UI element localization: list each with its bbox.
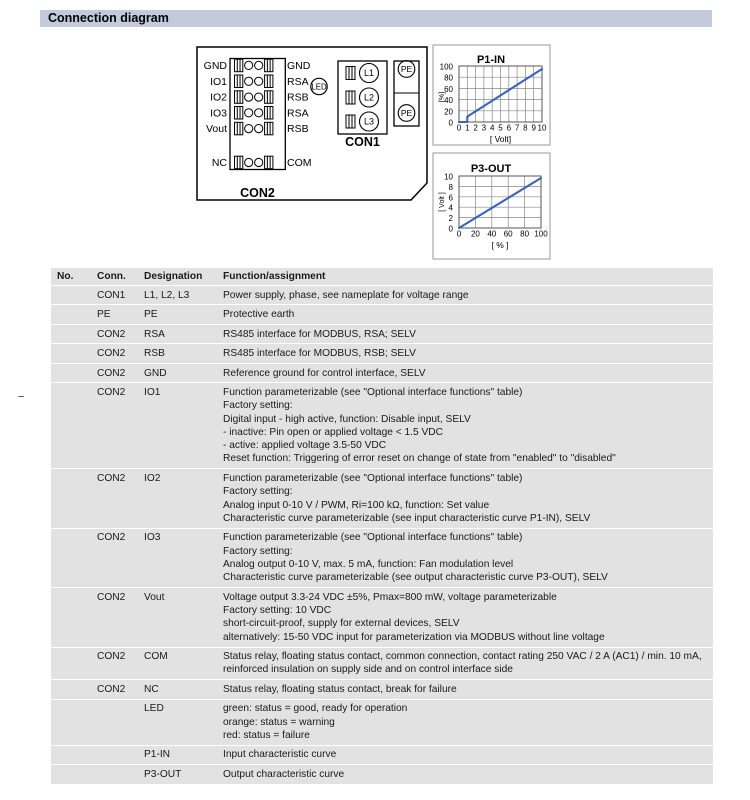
svg-text:10: 10 bbox=[538, 124, 547, 133]
svg-text:9: 9 bbox=[531, 124, 536, 133]
svg-text:RSB: RSB bbox=[287, 92, 309, 104]
svg-text:NC: NC bbox=[212, 157, 228, 169]
svg-text:[ Volt]: [ Volt] bbox=[490, 134, 511, 144]
svg-text:[%]: [%] bbox=[439, 92, 446, 102]
svg-text:RSB: RSB bbox=[287, 123, 309, 135]
svg-text:Vout: Vout bbox=[206, 123, 227, 135]
svg-text:8: 8 bbox=[523, 124, 528, 133]
svg-text:10: 10 bbox=[444, 173, 453, 182]
svg-text:8: 8 bbox=[449, 183, 454, 192]
svg-text:40: 40 bbox=[487, 230, 496, 239]
svg-text:IO2: IO2 bbox=[210, 92, 227, 104]
svg-text:6: 6 bbox=[507, 124, 512, 133]
svg-text:LED: LED bbox=[311, 82, 327, 91]
svg-text:CON1: CON1 bbox=[345, 135, 380, 149]
svg-text:7: 7 bbox=[515, 124, 520, 133]
svg-text:PE: PE bbox=[401, 64, 413, 74]
svg-text:2: 2 bbox=[473, 124, 478, 133]
svg-text:[ Volt ]: [ Volt ] bbox=[439, 192, 446, 212]
svg-text:P1-IN: P1-IN bbox=[477, 54, 505, 66]
svg-text:[ % ]: [ % ] bbox=[491, 240, 508, 250]
svg-text:L3: L3 bbox=[364, 117, 374, 127]
svg-text:1: 1 bbox=[465, 124, 470, 133]
svg-text:IO1: IO1 bbox=[210, 76, 227, 88]
svg-text:2: 2 bbox=[449, 214, 454, 223]
svg-text:100: 100 bbox=[534, 230, 548, 239]
svg-text:4: 4 bbox=[490, 124, 495, 133]
svg-text:3: 3 bbox=[482, 124, 487, 133]
svg-text:6: 6 bbox=[449, 193, 454, 202]
svg-text:L1: L1 bbox=[364, 68, 374, 78]
svg-text:20: 20 bbox=[444, 107, 453, 116]
svg-text:0: 0 bbox=[457, 230, 462, 239]
svg-text:IO3: IO3 bbox=[210, 107, 227, 119]
svg-text:80: 80 bbox=[444, 74, 453, 83]
svg-text:L2: L2 bbox=[364, 93, 374, 103]
svg-text:RSA: RSA bbox=[287, 107, 309, 119]
svg-text:CON2: CON2 bbox=[240, 186, 275, 200]
svg-text:80: 80 bbox=[520, 230, 529, 239]
svg-text:0: 0 bbox=[449, 119, 454, 128]
svg-text:PE: PE bbox=[401, 108, 413, 118]
svg-text:GND: GND bbox=[204, 60, 228, 72]
svg-text:0: 0 bbox=[449, 225, 454, 234]
svg-text:100: 100 bbox=[440, 63, 454, 72]
svg-text:P3-OUT: P3-OUT bbox=[471, 163, 512, 175]
svg-text:COM: COM bbox=[287, 157, 312, 169]
svg-text:0: 0 bbox=[457, 124, 462, 133]
svg-text:20: 20 bbox=[471, 230, 480, 239]
svg-text:RSA: RSA bbox=[287, 76, 309, 88]
svg-text:GND: GND bbox=[287, 60, 311, 72]
svg-text:4: 4 bbox=[449, 204, 454, 213]
svg-text:5: 5 bbox=[498, 124, 503, 133]
svg-text:60: 60 bbox=[504, 230, 513, 239]
